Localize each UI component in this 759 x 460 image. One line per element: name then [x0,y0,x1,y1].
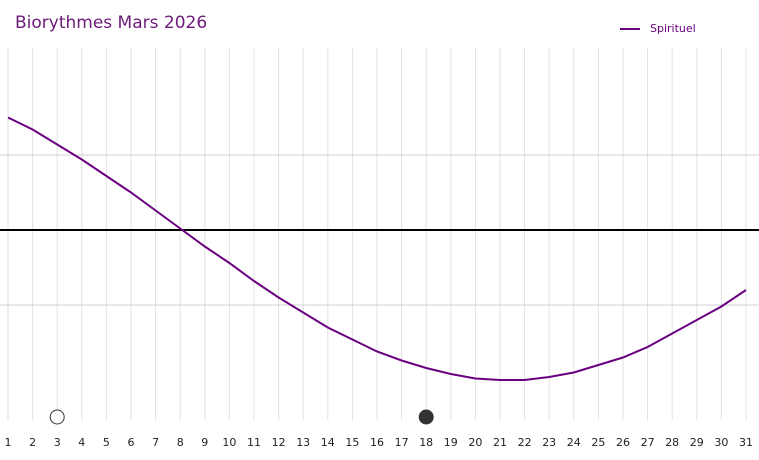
x-tick-label: 17 [395,436,409,449]
x-tick-label: 3 [54,436,61,449]
series-line [7,116,747,381]
x-tick-label: 8 [177,436,184,449]
x-tick-label: 25 [591,436,605,449]
x-tick-label: 16 [370,436,384,449]
x-tick-label: 21 [493,436,507,449]
x-tick-label: 26 [616,436,630,449]
x-tick-label: 11 [247,436,261,449]
x-tick-label: 19 [444,436,458,449]
day-marker [49,409,65,425]
x-tick-label: 15 [345,436,359,449]
x-tick-label: 6 [128,436,135,449]
x-tick-label: 1 [5,436,12,449]
x-tick-label: 24 [567,436,581,449]
x-tick-label: 4 [78,436,85,449]
x-tick-label: 18 [419,436,433,449]
x-tick-label: 31 [739,436,753,449]
x-tick-label: 30 [714,436,728,449]
x-tick-label: 22 [518,436,532,449]
x-tick-label: 10 [222,436,236,449]
chart-title: Biorythmes Mars 2026 [15,13,207,33]
x-tick-label: 14 [321,436,335,449]
x-tick-label: 28 [665,436,679,449]
x-tick-label: 5 [103,436,110,449]
x-tick-label: 20 [468,436,482,449]
day-marker [418,409,434,425]
x-tick-label: 29 [690,436,704,449]
x-tick-label: 12 [272,436,286,449]
x-tick-label: 23 [542,436,556,449]
x-tick-label: 13 [296,436,310,449]
x-tick-label: 27 [641,436,655,449]
x-tick-label: 2 [29,436,36,449]
legend-label: Spirituel [650,22,696,35]
x-tick-label: 9 [201,436,208,449]
x-tick-label: 7 [152,436,159,449]
